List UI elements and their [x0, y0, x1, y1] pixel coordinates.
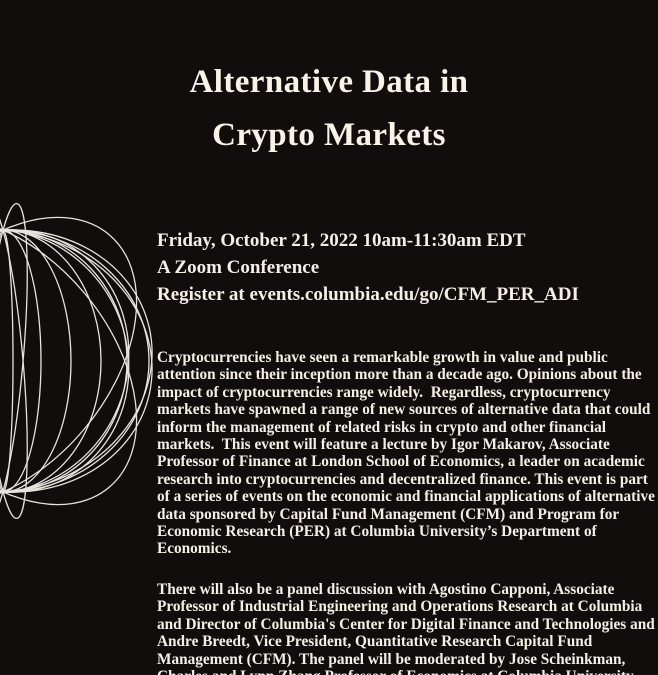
- event-datetime: Friday, October 21, 2022 10am-11:30am ED…: [157, 230, 526, 251]
- event-description-paragraph: Cryptocurrencies have seen a remarkable …: [157, 349, 655, 558]
- event-registration-url: Register at events.columbia.edu/go/CFM_P…: [157, 284, 579, 306]
- title-line-1: Alternative Data in: [189, 64, 469, 100]
- event-details: Friday, October 21, 2022 10am-11:30am ED…: [157, 227, 637, 309]
- event-venue: A Zoom Conference: [157, 257, 320, 279]
- event-title: Alternative Data in Crypto Markets: [0, 56, 658, 162]
- panel-description-paragraph: There will also be a panel discussion wi…: [157, 581, 655, 675]
- globe-meridian-lines: [0, 202, 153, 520]
- wireframe-globe-graphic: [0, 202, 153, 520]
- title-line-2: Crypto Markets: [212, 117, 446, 153]
